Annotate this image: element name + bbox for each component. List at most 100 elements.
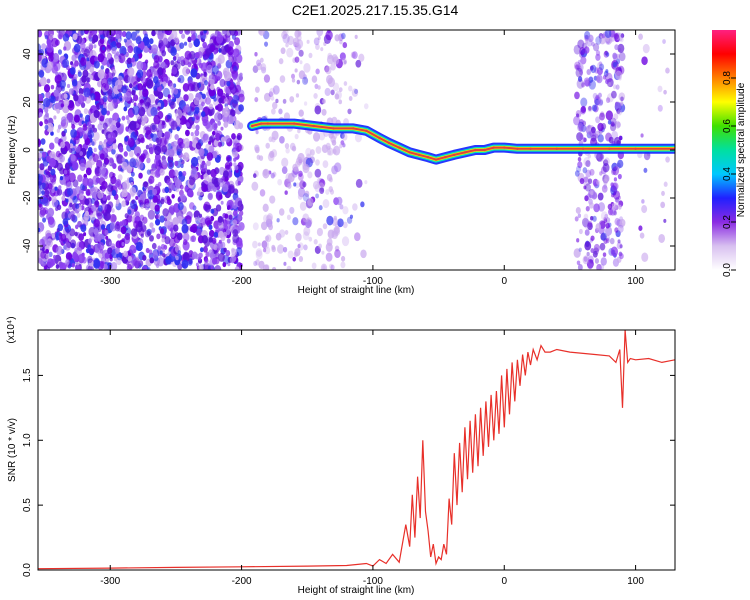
noise-blob: [580, 56, 587, 65]
noise-blob: [574, 61, 581, 71]
noise-blob: [190, 30, 196, 36]
noise-blob: [304, 219, 312, 229]
noise-blob: [141, 77, 147, 85]
noise-blob: [263, 214, 269, 223]
noise-blob: [319, 187, 325, 194]
noise-blob: [213, 123, 218, 129]
noise-blob: [128, 150, 134, 158]
noise-blob: [272, 266, 277, 270]
noise-blob: [278, 208, 285, 216]
noise-blob: [119, 97, 123, 102]
noise-blob: [77, 71, 82, 77]
noise-blob: [105, 257, 110, 263]
noise-blob: [289, 142, 296, 151]
noise-blob: [279, 229, 286, 238]
noise-blob: [294, 68, 298, 73]
noise-blob: [94, 56, 98, 62]
noise-blob: [612, 182, 619, 191]
noise-blob: [591, 41, 595, 47]
noise-blob: [583, 185, 587, 190]
snr-y-scale-note: (x10⁴): [6, 316, 17, 343]
noise-blob: [342, 206, 349, 215]
noise-blob: [214, 132, 221, 141]
noise-blob: [204, 217, 211, 226]
noise-blob: [206, 160, 211, 167]
noise-blob: [178, 171, 183, 177]
noise-blob: [224, 225, 229, 230]
noise-blob: [281, 166, 288, 174]
noise-blob: [83, 48, 90, 57]
noise-blob: [70, 154, 76, 162]
noise-blob: [131, 98, 135, 103]
noise-blob: [615, 84, 620, 90]
noise-blob: [173, 177, 178, 183]
noise-blob: [114, 223, 121, 232]
noise-blob: [191, 107, 195, 112]
noise-blob: [278, 108, 283, 115]
noise-blob: [360, 249, 367, 259]
noise-blob: [640, 133, 644, 138]
noise-blob: [575, 110, 582, 118]
noise-blob: [190, 223, 198, 233]
noise-blob: [269, 195, 276, 204]
noise-blob: [583, 46, 590, 54]
noise-blob: [617, 159, 624, 169]
noise-blob: [168, 161, 173, 168]
noise-blob: [270, 172, 275, 179]
ridge-point: [292, 122, 296, 125]
y-tick-label: -40: [22, 238, 33, 253]
noise-blob: [660, 201, 666, 209]
noise-blob: [182, 252, 190, 262]
noise-blob: [155, 137, 160, 144]
noise-blob: [187, 189, 194, 198]
noise-blob: [259, 57, 264, 63]
noise-blob: [313, 92, 318, 99]
noise-blob: [354, 34, 358, 39]
noise-blob: [111, 72, 116, 77]
noise-blob: [63, 46, 67, 51]
noise-blob: [195, 124, 200, 131]
noise-blob: [320, 47, 324, 52]
noise-blob: [287, 183, 292, 189]
noise-blob: [347, 108, 352, 115]
noise-blob: [158, 163, 163, 168]
noise-blob: [158, 159, 162, 164]
noise-blob: [597, 202, 606, 212]
noise-blob: [86, 178, 94, 187]
noise-blob: [162, 208, 169, 217]
noise-blob: [584, 195, 589, 202]
noise-blob: [277, 244, 285, 254]
noise-blob: [79, 41, 86, 50]
noise-blob: [48, 33, 54, 41]
noise-blob: [99, 51, 106, 60]
noise-blob: [172, 217, 179, 227]
noise-blob: [334, 93, 340, 100]
noise-blob: [618, 52, 626, 62]
noise-blob: [594, 98, 600, 106]
noise-blob: [182, 82, 190, 92]
noise-blob: [118, 146, 124, 153]
noise-blob: [235, 53, 243, 64]
noise-blob: [585, 160, 591, 168]
ridge-point: [453, 153, 456, 156]
colorbar-gradient: [712, 30, 736, 270]
noise-blob: [184, 50, 192, 60]
noise-blob: [103, 264, 109, 270]
noise-blob: [177, 250, 182, 255]
noise-blob: [96, 232, 102, 241]
noise-blob: [86, 77, 91, 83]
noise-blob: [294, 56, 300, 63]
x-tick-label: -200: [232, 576, 252, 587]
noise-blob: [588, 79, 596, 90]
noise-blob: [261, 240, 268, 249]
noise-blob: [222, 231, 228, 238]
noise-blob: [595, 36, 602, 45]
noise-blob: [75, 224, 79, 230]
y-tick-label: 0.5: [22, 498, 33, 512]
noise-blob: [122, 180, 130, 190]
noise-blob: [351, 51, 358, 60]
noise-blob: [103, 71, 109, 80]
noise-blob: [121, 189, 128, 198]
noise-blob: [152, 188, 158, 196]
noise-blob: [38, 227, 41, 233]
